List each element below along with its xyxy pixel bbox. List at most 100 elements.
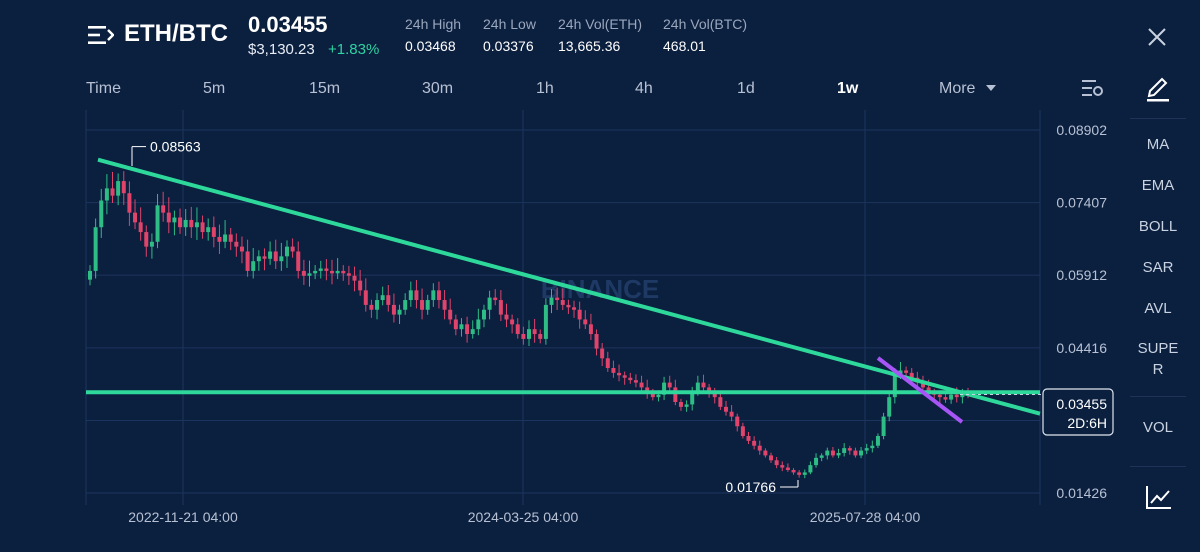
tab-1d[interactable]: 1d [737,80,755,97]
candle-body [228,234,233,242]
low-label: 0.01766 [725,479,776,495]
candle-body [774,460,779,466]
candle-body [498,300,503,315]
candles [88,171,970,479]
line-chart-icon[interactable] [1145,484,1173,510]
y-tick-label: 0.04416 [1056,340,1107,356]
candle-body [881,416,886,436]
candle-body [650,392,655,398]
indicator-super-line1: SUPE [1137,340,1179,357]
stat-24h-vol-eth: 24h Vol(ETH) 13,665.36 [558,16,642,54]
y-tick-label: 0.07407 [1056,195,1107,211]
candle-body [707,387,712,393]
candle-body [363,290,368,305]
chart-settings-icon[interactable] [1082,78,1104,98]
candle-body [515,324,520,335]
candle-body [954,394,959,398]
candle-body [656,394,661,398]
candle-body [420,300,425,310]
candle-body [206,227,211,233]
candle-body [662,382,667,395]
tab-1h[interactable]: 1h [536,80,554,97]
candle-body [538,334,543,339]
candle-body [943,397,948,400]
tab-1w[interactable]: 1w [837,80,859,97]
candle-body [262,256,267,259]
indicator-ema[interactable]: EMA [1141,177,1175,194]
stat-label: 24h Low [483,16,536,32]
candle-body [701,382,706,388]
fiat-price: $3,130.23 [248,41,315,58]
candle-body [577,309,582,320]
candle-body [583,319,588,325]
candle-body [256,256,261,262]
price-chart[interactable]: BINANCE 0.08902 0.07407 0.05912 0.04416 0.01… [0,0,1125,552]
pencil-icon[interactable] [1146,72,1170,102]
candle-body [673,387,678,403]
stat-value: 13,665.36 [558,38,621,54]
candle-body [194,222,199,228]
candle-body [172,217,177,223]
indicator-super[interactable]: SUPE R [1130,338,1186,380]
candle-body [200,222,205,233]
candle-body [695,382,700,393]
candle-body [459,324,464,330]
high-label: 0.08563 [150,139,201,155]
candle-body [527,329,531,339]
chart-labels: 0.08902 0.07407 0.05912 0.04416 0.01426 2022-… [128,122,1114,525]
menu-icon[interactable] [88,24,114,46]
tab-30m[interactable]: 30m [422,80,454,97]
candle-body [448,309,453,320]
stat-24h-high: 24h High 0.03468 [405,16,461,54]
tab-time[interactable]: Time [86,80,121,97]
candle-body [453,319,458,330]
candle-body [746,435,751,441]
candle-body [284,246,289,257]
indicator-sidebar: MA EMA BOLL SAR AVL SUPE R VOL [1130,0,1200,552]
indicator-super-line2: R [1152,361,1164,378]
y-tick-label: 0.05912 [1056,267,1107,283]
candle-body [712,392,717,398]
candle-body [273,251,278,262]
candle-body [166,212,171,223]
indicator-vol[interactable]: VOL [1142,419,1173,436]
candle-body [808,465,813,473]
candle-body [88,270,92,280]
caret-down-icon [985,85,996,91]
indicator-sar[interactable]: SAR [1142,259,1174,276]
candle-body [369,304,374,310]
candle-body [684,404,689,407]
divider [1130,466,1186,467]
tab-4h[interactable]: 4h [635,80,653,97]
indicator-ma[interactable]: MA [1146,136,1170,153]
candle-body [718,397,723,407]
tab-15m[interactable]: 15m [309,80,341,97]
tab-more[interactable]: More [939,80,996,98]
candle-body [470,329,475,335]
candle-body [346,273,351,276]
candle-body [830,450,835,456]
candle-body [352,275,357,281]
candle-body [442,300,447,310]
current-price-label: 0.03455 [1056,396,1107,412]
candle-body [904,370,909,373]
candle-body [763,450,768,456]
candle-body [566,304,571,308]
x-tick-label: 2024-03-25 04:00 [468,509,579,525]
candle-body [628,377,633,381]
candle-body [588,324,593,335]
pair-title[interactable]: ETH/BTC [124,20,228,47]
close-icon[interactable] [1146,26,1168,48]
indicator-avl[interactable]: AVL [1144,300,1172,317]
candle-body [279,256,284,262]
candle-body [909,372,914,378]
candle-body [391,304,396,315]
candle-body [937,394,942,398]
tab-more-label: More [939,80,976,97]
candle-body [211,227,216,237]
tab-5m[interactable]: 5m [203,80,226,97]
indicator-boll[interactable]: BOLL [1138,218,1178,235]
candle-body [510,319,515,325]
candle-body [110,188,115,196]
y-tick-label: 0.01426 [1056,485,1107,501]
